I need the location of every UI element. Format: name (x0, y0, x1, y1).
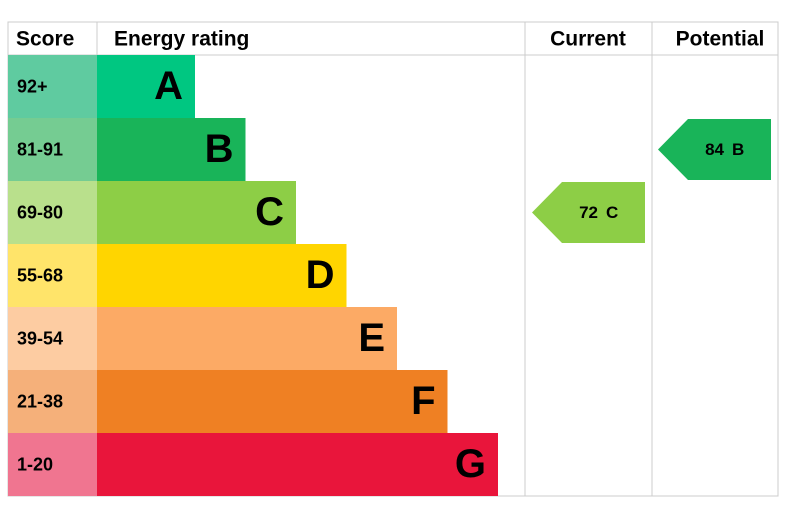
score-cell (8, 433, 97, 496)
current-arrow (532, 182, 645, 243)
score-cell (8, 55, 97, 118)
score-cell (8, 307, 97, 370)
rating-letter: G (455, 442, 486, 486)
rating-bar (97, 370, 448, 433)
potential-arrow (658, 119, 771, 180)
rating-letter: B (205, 127, 234, 171)
potential-rating: B (732, 140, 744, 159)
rating-letter: A (154, 64, 183, 108)
header-score: Score (16, 28, 74, 51)
score-label: 1-20 (17, 454, 53, 474)
rating-letter: E (358, 316, 385, 360)
header-rating: Energy rating (114, 28, 249, 51)
header-potential: Potential (676, 28, 765, 51)
rating-bar (97, 307, 397, 370)
score-label: 55-68 (17, 265, 63, 285)
rating-bar (97, 181, 296, 244)
score-label: 81-91 (17, 139, 63, 159)
rating-bar (97, 118, 246, 181)
rating-bar (97, 244, 347, 307)
rating-letter: C (255, 190, 284, 234)
score-label: 69-80 (17, 202, 63, 222)
potential-value: 84 (705, 140, 724, 159)
header-current: Current (550, 28, 626, 51)
rating-bar (97, 55, 195, 118)
score-cell (8, 370, 97, 433)
score-cell (8, 118, 97, 181)
current-rating: C (606, 203, 618, 222)
score-label: 21-38 (17, 391, 63, 411)
current-value: 72 (579, 203, 598, 222)
score-cell (8, 244, 97, 307)
score-label: 39-54 (17, 328, 63, 348)
rating-letter: F (411, 379, 435, 423)
score-cell (8, 181, 97, 244)
score-label: 92+ (17, 76, 48, 96)
rating-letter: D (306, 253, 335, 297)
rating-bar (97, 433, 498, 496)
